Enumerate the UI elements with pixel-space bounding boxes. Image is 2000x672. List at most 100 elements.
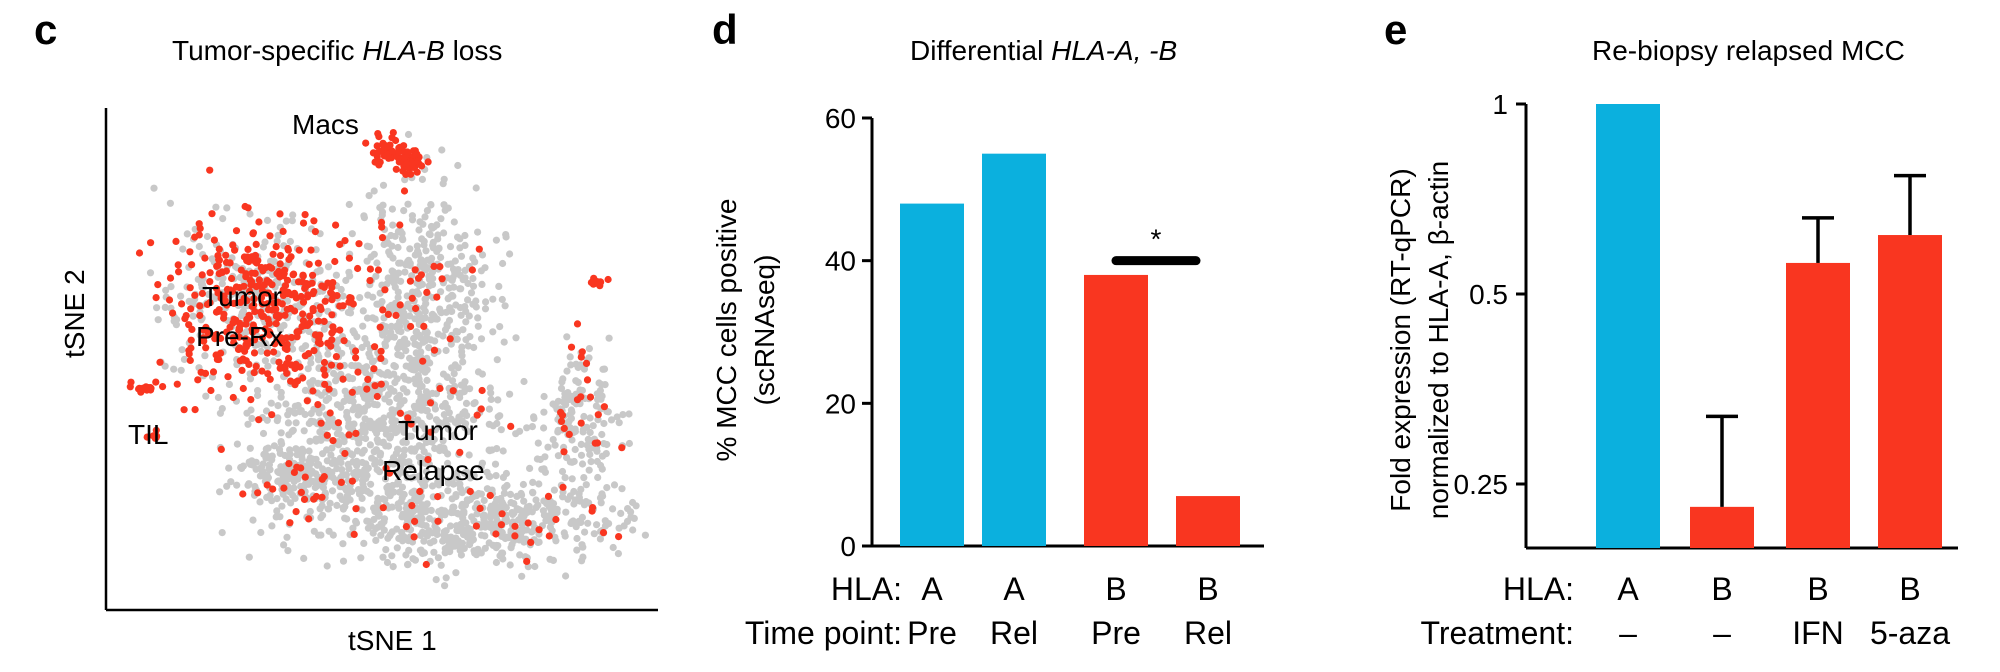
- tsne-cell-point: [442, 574, 450, 582]
- tsne-cell-point: [420, 241, 428, 249]
- tsne-hla-b-positive-point: [392, 311, 400, 319]
- tsne-hla-b-positive-point: [247, 281, 255, 289]
- tsne-cell-point: [358, 343, 366, 352]
- tsne-cell-point: [249, 516, 257, 524]
- tsne-cell-point: [344, 415, 352, 423]
- tsne-hla-b-positive-point: [235, 333, 243, 341]
- tsne-cell-point: [367, 253, 375, 261]
- tsne-hla-b-positive-point: [379, 504, 387, 512]
- tsne-cell-point: [485, 539, 493, 547]
- tsne-cell-point: [580, 412, 588, 421]
- tsne-cell-point: [568, 475, 576, 483]
- tsne-hla-b-positive-point: [423, 288, 431, 296]
- tsne-hla-b-positive-point: [329, 437, 337, 445]
- tsne-cell-point: [596, 386, 605, 395]
- tsne-cell-point: [425, 344, 433, 352]
- tsne-cell-point: [439, 537, 447, 545]
- tsne-hla-b-positive-point: [206, 269, 214, 277]
- tsne-cell-point: [348, 451, 357, 459]
- tsne-hla-b-positive-point: [303, 397, 311, 405]
- tsne-cell-point: [423, 207, 431, 215]
- tsne-cell-point: [469, 274, 477, 283]
- tsne-hla-b-positive-point: [299, 298, 308, 306]
- tsne-hla-b-positive-point: [352, 347, 360, 355]
- panel-e-y-label-line1: Fold expression (RT-qPCR): [1385, 168, 1416, 511]
- tsne-cell-point: [542, 517, 550, 525]
- tsne-cell-point: [403, 515, 411, 523]
- tsne-cell-point: [481, 532, 489, 540]
- tsne-cell-point: [515, 506, 524, 514]
- tsne-cell-point: [353, 447, 362, 455]
- tsne-hla-b-positive-point: [326, 409, 334, 417]
- tsne-cell-point: [437, 253, 445, 261]
- tsne-cell-point: [471, 258, 479, 266]
- tsne-cell-point: [326, 499, 334, 507]
- panel-e-y-tick-label: 0.5: [1469, 279, 1508, 310]
- tsne-cell-point: [432, 390, 440, 398]
- tsne-cell-point: [373, 259, 381, 267]
- tsne-cell-point: [262, 407, 271, 415]
- tsne-hla-b-positive-point: [275, 267, 283, 276]
- tsne-cell-point: [399, 311, 407, 319]
- tsne-cell-point: [370, 448, 378, 456]
- tsne-cell-point: [311, 483, 319, 492]
- tsne-cell-point: [404, 130, 413, 139]
- tsne-hla-b-positive-point: [329, 323, 337, 331]
- tsne-cell-point: [270, 258, 278, 266]
- panel-e-category-labels: A – B – B IFN B 5-aza: [1617, 571, 1950, 651]
- tsne-cell-point: [409, 410, 417, 418]
- tsne-cell-point: [439, 180, 447, 188]
- tsne-cell-point: [480, 496, 488, 505]
- tsne-cell-point: [316, 505, 324, 513]
- tsne-cell-point: [493, 419, 501, 428]
- tsne-cell-point: [474, 314, 482, 322]
- tsne-cell-point: [370, 187, 378, 195]
- tsne-cell-point: [307, 359, 315, 367]
- tsne-hla-b-positive-point: [559, 483, 567, 491]
- tsne-hla-b-positive-point: [337, 478, 345, 486]
- tsne-hla-b-positive-point: [318, 282, 326, 290]
- tsne-hla-b-positive-point: [258, 334, 266, 342]
- tsne-cell-point: [408, 212, 416, 220]
- tsne-cell-point: [520, 512, 528, 520]
- tsne-cell-point: [425, 515, 434, 523]
- tsne-hla-b-positive-point: [229, 241, 237, 249]
- tsne-hla-b-positive-point: [301, 352, 309, 360]
- tsne-cell-point: [578, 541, 586, 549]
- tsne-hla-b-positive-point: [373, 392, 381, 401]
- tsne-cell-point: [465, 451, 473, 459]
- tsne-cell-point: [202, 392, 210, 400]
- tsne-hla-b-positive-point: [301, 211, 309, 219]
- tsne-cell-point: [590, 530, 598, 538]
- tsne-hla-b-positive-point: [286, 519, 294, 527]
- panel-d-title: Differential HLA-A, -B: [910, 35, 1177, 66]
- tsne-cell-point: [404, 560, 412, 569]
- tsne-hla-b-positive-point: [331, 257, 339, 266]
- panel-d-timepoint-row-label: Time point:: [745, 615, 902, 651]
- tsne-cell-point: [406, 259, 414, 267]
- tsne-cell-point: [439, 437, 447, 445]
- tsne-cell-point: [492, 544, 500, 552]
- tsne-cell-point: [397, 259, 405, 267]
- tsne-cell-point: [272, 513, 280, 521]
- tsne-cell-point: [413, 242, 421, 250]
- tsne-hla-b-positive-point: [230, 299, 238, 307]
- tsne-cell-point: [444, 537, 452, 545]
- panel-e-y-tick-label: 0.25: [1454, 469, 1509, 500]
- tsne-hla-b-positive-point: [354, 368, 362, 376]
- tsne-cell-point: [419, 422, 427, 430]
- tsne-hla-b-positive-point: [511, 532, 519, 540]
- tsne-cell-point: [421, 213, 429, 221]
- tsne-hla-b-positive-point: [274, 298, 282, 306]
- tsne-hla-b-positive-point: [417, 271, 425, 279]
- tsne-cell-point: [587, 458, 595, 466]
- tsne-hla-b-positive-point: [187, 336, 195, 344]
- tsne-hla-b-positive-point: [186, 356, 194, 364]
- tsne-cell-point: [585, 466, 593, 474]
- tsne-cell-point: [584, 519, 592, 527]
- cluster-label-macs: Macs: [292, 109, 359, 140]
- tsne-hla-b-positive-point: [211, 331, 219, 340]
- tsne-cell-point: [444, 260, 452, 268]
- tsne-cell-point: [578, 513, 587, 522]
